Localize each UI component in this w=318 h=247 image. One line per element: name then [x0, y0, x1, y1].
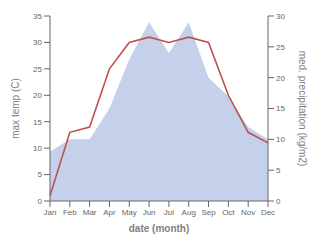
svg-text:25: 25	[33, 65, 42, 74]
svg-text:30: 30	[276, 12, 285, 21]
svg-text:Apr: Apr	[103, 208, 116, 217]
svg-text:Aug: Aug	[182, 208, 196, 217]
svg-text:0: 0	[38, 197, 43, 206]
svg-text:10: 10	[276, 135, 285, 144]
svg-text:Sep: Sep	[201, 208, 216, 217]
svg-text:Dec: Dec	[261, 208, 275, 217]
svg-text:max temp (C): max temp (C)	[10, 78, 21, 139]
svg-text:15: 15	[33, 118, 42, 127]
svg-text:25: 25	[276, 43, 285, 52]
svg-text:20: 20	[33, 91, 42, 100]
svg-text:0: 0	[276, 197, 281, 206]
svg-text:10: 10	[33, 144, 42, 153]
svg-text:May: May	[122, 208, 137, 217]
svg-text:Jan: Jan	[44, 208, 57, 217]
svg-text:Oct: Oct	[222, 208, 235, 217]
svg-text:35: 35	[33, 12, 42, 21]
svg-text:Feb: Feb	[63, 208, 77, 217]
svg-text:med. precipitation (kg/m2): med. precipitation (kg/m2)	[297, 51, 308, 167]
svg-text:date (month): date (month)	[129, 223, 190, 234]
svg-text:Mar: Mar	[83, 208, 97, 217]
svg-text:5: 5	[276, 166, 281, 175]
svg-text:Jul: Jul	[164, 208, 174, 217]
svg-text:15: 15	[276, 104, 285, 113]
svg-text:Nov: Nov	[241, 208, 255, 217]
svg-text:Jun: Jun	[143, 208, 156, 217]
svg-text:5: 5	[38, 170, 43, 179]
svg-text:30: 30	[33, 38, 42, 47]
svg-text:20: 20	[276, 74, 285, 83]
